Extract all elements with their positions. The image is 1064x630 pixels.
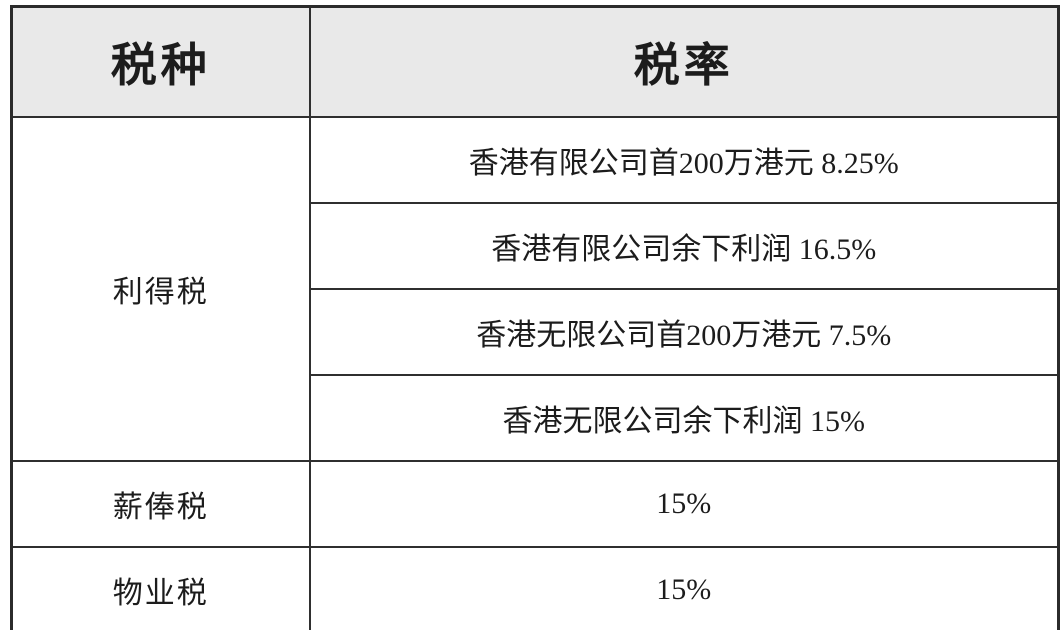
cell-rate-limited-first-2m: 香港有限公司首200万港元 8.25% [308, 116, 1060, 204]
table-row: 薪俸税 15% [10, 460, 1060, 548]
header-tax-rate: 税率 [308, 5, 1060, 118]
cell-tax-type-property-tax: 物业税 [10, 546, 311, 630]
table-row: 香港无限公司首200万港元 7.5% [12, 288, 1060, 376]
table-row: 香港无限公司余下利润 15% [12, 374, 1060, 462]
table-row: 香港有限公司余下利润 16.5% [12, 202, 1060, 290]
cell-rate-unlimited-first-2m: 香港无限公司首200万港元 7.5% [308, 288, 1060, 376]
cell-rate-property: 15% [308, 546, 1060, 630]
cell-rate-unlimited-remaining: 香港无限公司余下利润 15% [308, 374, 1060, 462]
cell-tax-type-profits-tax: 利得税 [10, 116, 311, 462]
table-row: 利得税 香港有限公司首200万港元 8.25% [10, 116, 1060, 462]
header-tax-type: 税种 [10, 5, 311, 118]
table-header-row: 税种 税率 [10, 5, 1060, 118]
cell-tax-type-salaries-tax: 薪俸税 [10, 460, 311, 548]
tax-rate-table: 税种 税率 利得税 香港有限公司首200万港元 8.25% 香港有限公司余下利润… [10, 5, 1060, 630]
table-row: 物业税 15% [10, 546, 1060, 630]
cell-rate-limited-remaining: 香港有限公司余下利润 16.5% [308, 202, 1060, 290]
cell-rate-salaries: 15% [308, 460, 1060, 548]
